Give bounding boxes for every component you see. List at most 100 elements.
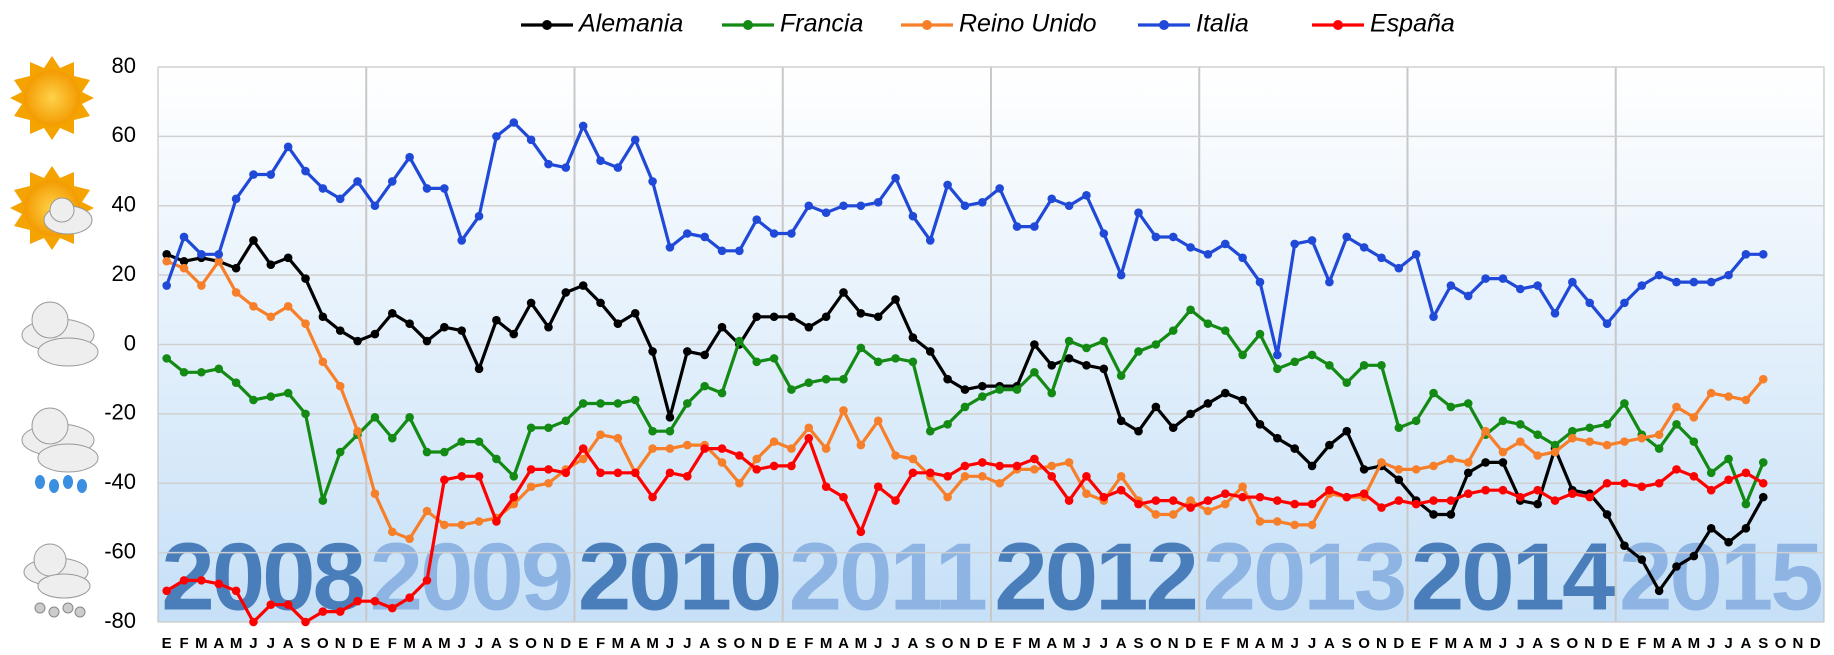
data-point bbox=[787, 385, 796, 394]
data-point bbox=[1238, 395, 1247, 405]
data-point bbox=[1168, 232, 1178, 242]
data-point bbox=[596, 468, 605, 478]
data-point bbox=[526, 298, 536, 308]
y-tick-label: -80 bbox=[104, 608, 136, 633]
data-point bbox=[1463, 291, 1473, 301]
data-point bbox=[665, 243, 675, 252]
data-point bbox=[266, 392, 276, 401]
data-point bbox=[1064, 201, 1074, 211]
data-point bbox=[474, 211, 484, 221]
data-point bbox=[231, 586, 241, 596]
data-point bbox=[1082, 489, 1091, 498]
y-tick-label: -40 bbox=[104, 469, 136, 494]
data-point bbox=[387, 433, 397, 443]
data-point bbox=[1064, 354, 1074, 363]
data-point bbox=[1463, 489, 1473, 498]
data-point bbox=[283, 142, 293, 152]
data-point bbox=[561, 416, 571, 426]
x-tick-label: M bbox=[230, 635, 243, 652]
data-point bbox=[1411, 250, 1421, 259]
data-point bbox=[318, 496, 328, 505]
data-point bbox=[283, 302, 293, 311]
data-point bbox=[1585, 298, 1595, 308]
data-point bbox=[492, 517, 501, 526]
data-point bbox=[1203, 250, 1213, 259]
data-point bbox=[769, 437, 779, 446]
data-point bbox=[353, 177, 362, 186]
data-point bbox=[630, 135, 640, 145]
data-point bbox=[995, 184, 1004, 193]
x-tick-label: M bbox=[438, 635, 451, 652]
year-label: 2009 bbox=[370, 523, 572, 630]
data-point bbox=[1689, 551, 1699, 561]
data-point bbox=[1706, 277, 1716, 287]
y-tick-label: 80 bbox=[112, 53, 136, 78]
data-point bbox=[1186, 243, 1195, 252]
data-point bbox=[613, 433, 623, 443]
data-point bbox=[752, 312, 762, 322]
data-point bbox=[1220, 388, 1230, 398]
data-point bbox=[457, 326, 466, 335]
data-point bbox=[197, 576, 206, 585]
data-point bbox=[179, 263, 189, 273]
data-point bbox=[1377, 458, 1386, 467]
data-point bbox=[613, 163, 623, 172]
data-point bbox=[596, 430, 605, 439]
data-point bbox=[1585, 492, 1595, 502]
data-point bbox=[1620, 437, 1629, 446]
data-point bbox=[1429, 461, 1438, 471]
data-point bbox=[908, 333, 918, 342]
data-point bbox=[1533, 485, 1542, 495]
data-point bbox=[387, 308, 397, 318]
data-point bbox=[1151, 402, 1161, 412]
data-point bbox=[717, 444, 727, 453]
data-point bbox=[1758, 374, 1768, 384]
data-point bbox=[700, 350, 709, 360]
data-point bbox=[856, 343, 866, 353]
x-tick-label: A bbox=[283, 635, 294, 652]
data-point bbox=[162, 586, 171, 596]
x-tick-label: S bbox=[301, 635, 311, 652]
data-point bbox=[1238, 350, 1247, 360]
data-point bbox=[1741, 468, 1751, 478]
data-point bbox=[665, 468, 675, 478]
data-point bbox=[1342, 492, 1352, 502]
data-point bbox=[960, 201, 970, 211]
data-point bbox=[717, 388, 727, 398]
x-tick-label: N bbox=[543, 635, 554, 652]
data-point bbox=[162, 281, 171, 290]
x-tick-label: E bbox=[578, 635, 588, 652]
data-point bbox=[440, 520, 449, 530]
data-point bbox=[301, 409, 310, 419]
data-point bbox=[856, 440, 866, 450]
data-point bbox=[613, 319, 623, 328]
data-point bbox=[1602, 319, 1612, 328]
data-point bbox=[422, 184, 432, 193]
data-point bbox=[335, 326, 345, 335]
data-point bbox=[457, 520, 466, 530]
year-label: 2015 bbox=[1619, 523, 1821, 630]
x-tick-label: D bbox=[1185, 635, 1196, 652]
data-point bbox=[1377, 253, 1386, 263]
x-tick-label: J bbox=[666, 635, 674, 652]
data-point bbox=[1307, 350, 1317, 360]
data-point bbox=[353, 426, 362, 436]
data-point bbox=[1498, 447, 1508, 457]
data-point bbox=[387, 603, 397, 613]
data-point bbox=[839, 374, 848, 384]
data-point bbox=[1325, 440, 1334, 450]
data-point bbox=[873, 312, 883, 322]
x-tick-label: S bbox=[1134, 635, 1144, 652]
data-point bbox=[648, 444, 657, 453]
data-point bbox=[509, 492, 519, 502]
data-point bbox=[769, 461, 779, 471]
data-point bbox=[648, 426, 657, 436]
data-point bbox=[683, 347, 692, 356]
data-point bbox=[995, 385, 1004, 394]
data-point bbox=[1481, 274, 1490, 283]
data-point bbox=[1446, 496, 1456, 505]
data-point bbox=[283, 600, 293, 609]
data-point bbox=[908, 211, 918, 221]
data-point bbox=[873, 416, 883, 426]
data-point bbox=[1463, 458, 1473, 467]
